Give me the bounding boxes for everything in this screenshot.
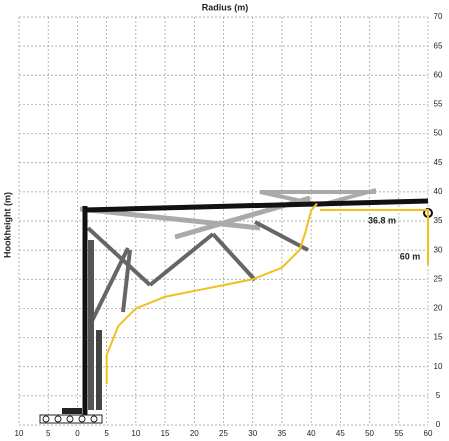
y-tick-label: 30 bbox=[434, 245, 443, 254]
y-tick-label: 35 bbox=[434, 216, 443, 225]
y-tick-label: 25 bbox=[434, 274, 443, 283]
x-tick-label: 25 bbox=[219, 429, 228, 438]
x-tick-label: 35 bbox=[277, 429, 286, 438]
x-tick-label: 20 bbox=[190, 429, 199, 438]
crane-drawing bbox=[39, 188, 433, 424]
x-tick-label: 10 bbox=[15, 429, 24, 438]
x-tick-label: 50 bbox=[365, 429, 374, 438]
y-tick-label: 10 bbox=[434, 362, 443, 371]
x-tick-label: 45 bbox=[336, 429, 345, 438]
x-tick-label: 5 bbox=[104, 429, 109, 438]
y-tick-label: 70 bbox=[434, 12, 443, 21]
working-range-line bbox=[105, 202, 318, 385]
y-tick-label: 50 bbox=[434, 129, 443, 138]
y-axis-label: Hookheight (m) bbox=[2, 192, 12, 258]
x-tick-label: 55 bbox=[394, 429, 403, 438]
y-tick-label: 20 bbox=[434, 304, 443, 313]
chart-title: Radius (m) bbox=[202, 2, 249, 12]
annotation: 36.8 m bbox=[368, 215, 396, 225]
y-tick-label: 45 bbox=[434, 158, 443, 167]
y-tick-label: 60 bbox=[434, 70, 443, 79]
x-tick-label: 5 bbox=[46, 429, 51, 438]
y-tick-label: 0 bbox=[436, 420, 441, 429]
x-tick-label: 30 bbox=[248, 429, 257, 438]
y-tick-label: 40 bbox=[434, 187, 443, 196]
x-tick-label: 40 bbox=[307, 429, 316, 438]
y-tick-label: 65 bbox=[434, 41, 443, 50]
y-tick-label: 55 bbox=[434, 100, 443, 109]
x-tick-label: 0 bbox=[75, 429, 80, 438]
y-tick-label: 5 bbox=[436, 391, 441, 400]
x-tick-label: 15 bbox=[161, 429, 170, 438]
y-tick-label: 15 bbox=[434, 333, 443, 342]
x-tick-label: 60 bbox=[424, 429, 433, 438]
annotation: 60 m bbox=[400, 251, 421, 261]
x-tick-label: 10 bbox=[131, 429, 140, 438]
